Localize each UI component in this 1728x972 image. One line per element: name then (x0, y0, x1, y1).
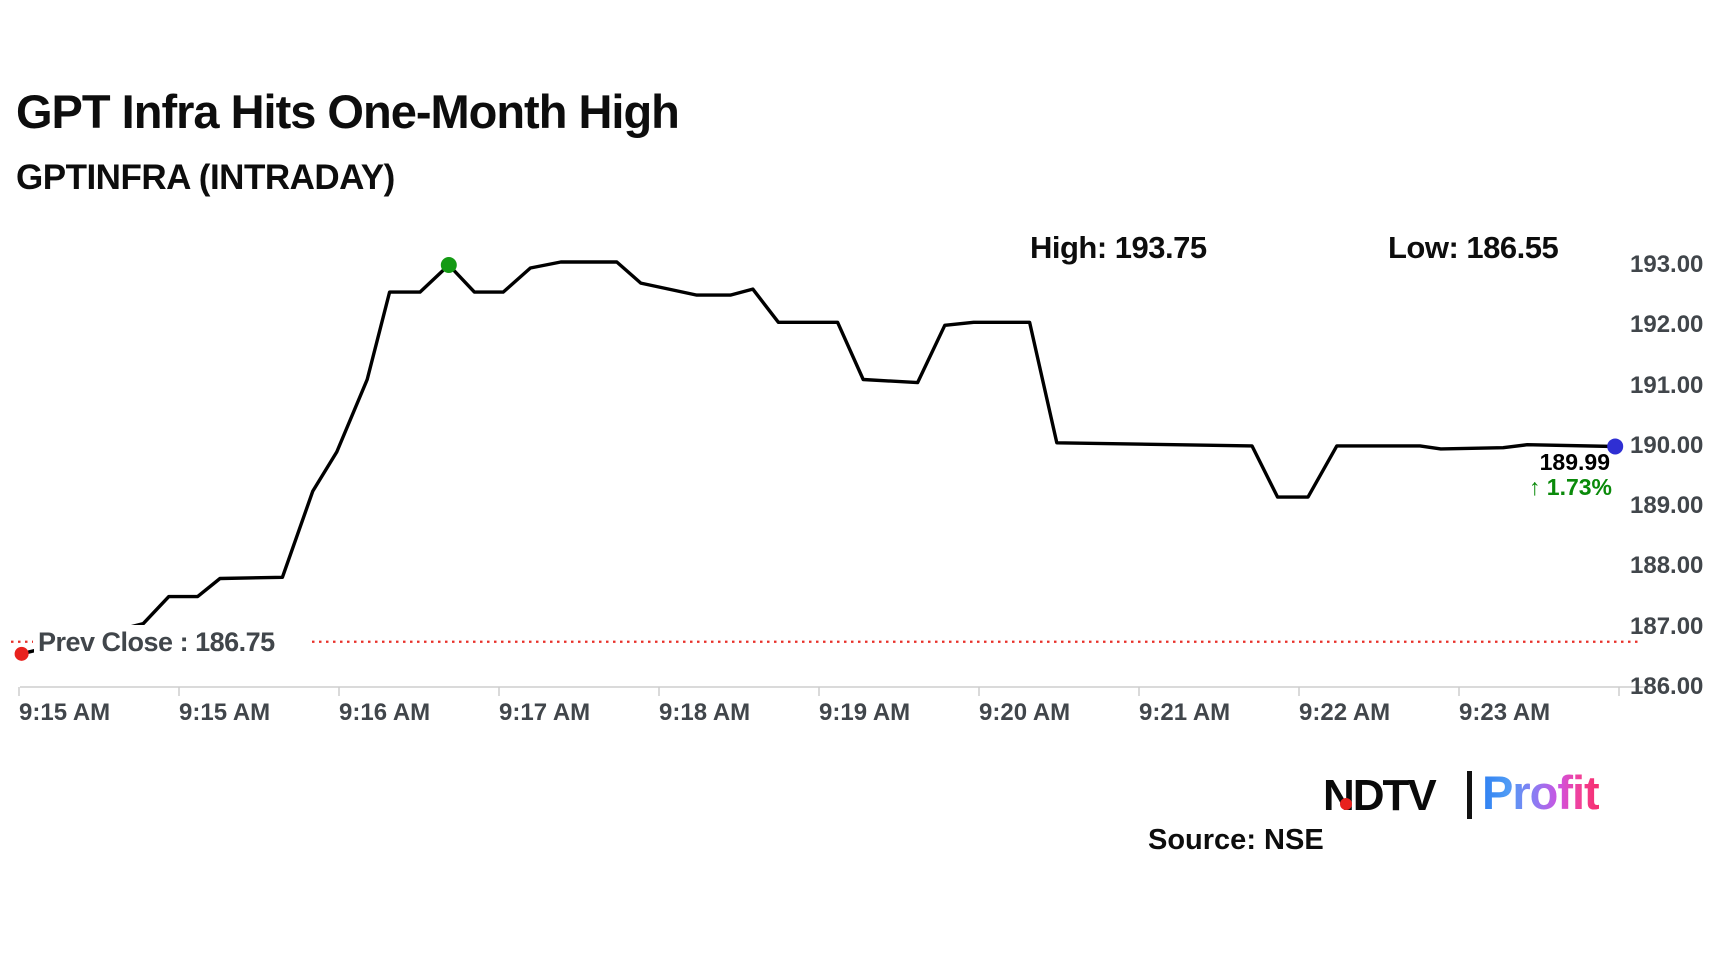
change-percent-label: ↑ 1.73% (1528, 474, 1612, 500)
x-axis-label: 9:22 AM (1299, 699, 1391, 726)
high-value-label: High: 193.75 (1030, 230, 1207, 265)
x-axis-label: 9:21 AM (1139, 699, 1231, 726)
y-axis-label: 190.00 (1630, 431, 1704, 459)
x-axis-label: 9:18 AM (659, 699, 751, 726)
ndtv-logo-text: NDTV (1323, 771, 1437, 820)
last-price-label: 189.99 (1539, 449, 1610, 475)
instrument-label: GPTINFRA (INTRADAY) (16, 158, 395, 197)
prev-close-label: Prev Close : 186.75 (34, 625, 287, 660)
x-axis-label: 9:15 AM (179, 699, 271, 726)
x-axis-label: 9:23 AM (1459, 699, 1551, 726)
logo-divider (1467, 771, 1472, 819)
y-axis-label: 191.00 (1630, 371, 1704, 399)
x-axis-label: 9:19 AM (819, 699, 911, 726)
open-marker-dot (14, 646, 29, 661)
y-axis-label: 192.00 (1630, 311, 1704, 339)
price-line (19, 260, 1617, 656)
last-price-dot (1607, 438, 1624, 455)
x-axis-label: 9:20 AM (979, 699, 1071, 726)
high-marker-dot (440, 257, 457, 273)
x-axis-label: 9:17 AM (499, 699, 591, 726)
y-axis-label: 193.00 (1630, 251, 1704, 278)
source-label: Source: NSE (1148, 824, 1324, 856)
ndtv-red-dot-icon (1340, 798, 1352, 810)
x-axis-label: 9:16 AM (339, 699, 431, 726)
y-axis-label: 187.00 (1630, 612, 1704, 640)
ndtv-logo: NDTV (1323, 771, 1437, 821)
page-title: GPT Infra Hits One-Month High (16, 85, 680, 138)
low-value-label: Low: 186.55 (1388, 230, 1559, 265)
y-axis-label: 188.00 (1630, 552, 1704, 580)
profit-logo-text: Profit (1482, 766, 1600, 819)
y-axis-label: 186.00 (1630, 673, 1704, 700)
x-axis-label: 9:15 AM (19, 699, 111, 726)
y-axis-label: 189.00 (1630, 492, 1704, 520)
